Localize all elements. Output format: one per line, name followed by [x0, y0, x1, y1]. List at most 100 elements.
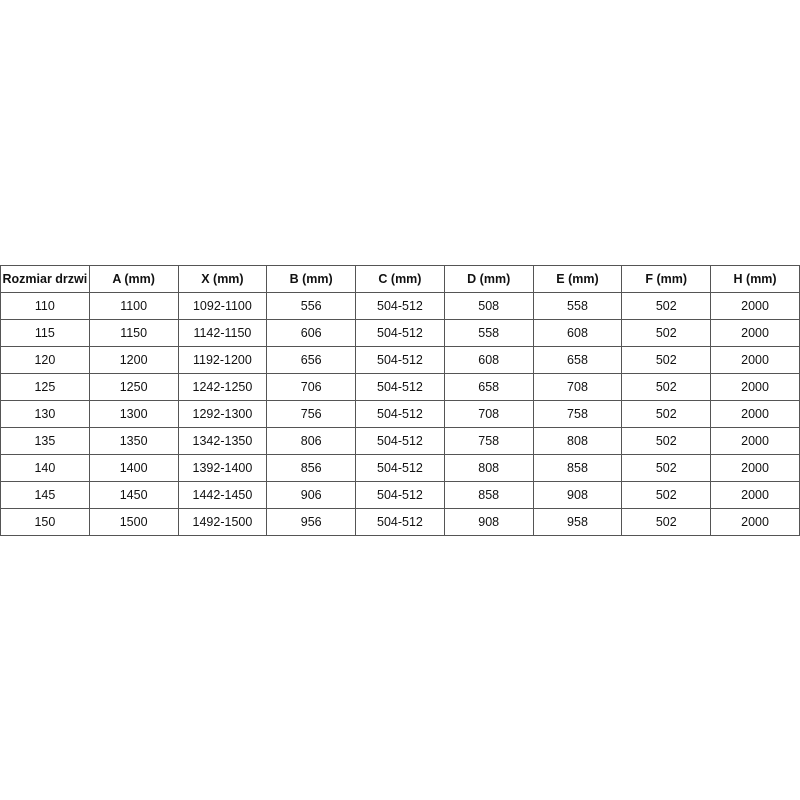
- table-cell: 1192-1200: [177, 346, 268, 374]
- table-cell: 606: [266, 319, 357, 347]
- table-cell: 556: [266, 292, 357, 320]
- table-cell: 558: [532, 292, 623, 320]
- table-cell: 504-512: [355, 427, 445, 455]
- column-header: H (mm): [710, 265, 800, 293]
- table-cell: 756: [266, 400, 357, 428]
- table-cell: 2000: [710, 508, 800, 536]
- table-cell: 1250: [88, 373, 179, 401]
- table-cell: 856: [266, 454, 357, 482]
- table-cell: 656: [266, 346, 357, 374]
- table-cell: 1142-1150: [177, 319, 268, 347]
- table-cell: 1092-1100: [177, 292, 268, 320]
- table-cell: 808: [532, 427, 623, 455]
- table-cell: 858: [443, 481, 534, 509]
- table-cell: 502: [621, 373, 712, 401]
- table-cell: 115: [0, 319, 90, 347]
- table-cell: 758: [532, 400, 623, 428]
- table-cell: 1200: [88, 346, 179, 374]
- table-cell: 1150: [88, 319, 179, 347]
- table-cell: 504-512: [355, 400, 445, 428]
- table-cell: 502: [621, 481, 712, 509]
- table-cell: 1342-1350: [177, 427, 268, 455]
- table-cell: 1350: [88, 427, 179, 455]
- table-cell: 708: [443, 400, 534, 428]
- table-cell: 502: [621, 508, 712, 536]
- table-cell: 608: [532, 319, 623, 347]
- table-cell: 1442-1450: [177, 481, 268, 509]
- dimensions-table: Rozmiar drzwi A (mm) X (mm) B (mm) C (mm) D (…: [0, 265, 800, 536]
- table-cell: 2000: [710, 346, 800, 374]
- column-header: F (mm): [621, 265, 712, 293]
- table-cell: 958: [532, 508, 623, 536]
- table-cell: 858: [532, 454, 623, 482]
- table-cell: 2000: [710, 454, 800, 482]
- table-cell: 504-512: [355, 508, 445, 536]
- table-cell: 502: [621, 346, 712, 374]
- column-header: B (mm): [266, 265, 357, 293]
- table-cell: 125: [0, 373, 90, 401]
- column-header: Rozmiar drzwi: [0, 265, 90, 293]
- table-row: 135 1350 1342-1350 806 504-512 758 808 502 2000: [0, 427, 800, 455]
- table-cell: 508: [443, 292, 534, 320]
- table-cell: 1292-1300: [177, 400, 268, 428]
- table-cell: 150: [0, 508, 90, 536]
- table-cell: 140: [0, 454, 90, 482]
- table-cell: 706: [266, 373, 357, 401]
- table-row: 120 1200 1192-1200 656 504-512 608 658 502 2000: [0, 346, 800, 374]
- table-cell: 2000: [710, 400, 800, 428]
- table-row: 145 1450 1442-1450 906 504-512 858 908 502 2000: [0, 481, 800, 509]
- table-cell: 1100: [88, 292, 179, 320]
- column-header: X (mm): [177, 265, 268, 293]
- table-cell: 708: [532, 373, 623, 401]
- table-cell: 502: [621, 319, 712, 347]
- table-row: 110 1100 1092-1100 556 504-512 508 558 502 2000: [0, 292, 800, 320]
- table-cell: 110: [0, 292, 90, 320]
- table-cell: 906: [266, 481, 357, 509]
- column-header: A (mm): [88, 265, 179, 293]
- table-cell: 504-512: [355, 346, 445, 374]
- table-cell: 2000: [710, 481, 800, 509]
- table-cell: 504-512: [355, 373, 445, 401]
- table-cell: 1500: [88, 508, 179, 536]
- table-cell: 502: [621, 427, 712, 455]
- table-cell: 135: [0, 427, 90, 455]
- table-cell: 608: [443, 346, 534, 374]
- table-cell: 558: [443, 319, 534, 347]
- table-row: 150 1500 1492-1500 956 504-512 908 958 502 2000: [0, 508, 800, 536]
- column-header: C (mm): [355, 265, 445, 293]
- table-cell: 908: [443, 508, 534, 536]
- table-cell: 120: [0, 346, 90, 374]
- table-cell: 758: [443, 427, 534, 455]
- table-row: 125 1250 1242-1250 706 504-512 658 708 502 2000: [0, 373, 800, 401]
- table-cell: 1492-1500: [177, 508, 268, 536]
- table-cell: 1400: [88, 454, 179, 482]
- table-cell: 504-512: [355, 454, 445, 482]
- table-cell: 130: [0, 400, 90, 428]
- table-cell: 1242-1250: [177, 373, 268, 401]
- table-cell: 658: [532, 346, 623, 374]
- table-row: 140 1400 1392-1400 856 504-512 808 858 502 2000: [0, 454, 800, 482]
- table-row: 115 1150 1142-1150 606 504-512 558 608 502 2000: [0, 319, 800, 347]
- table-cell: 2000: [710, 373, 800, 401]
- table-cell: 502: [621, 400, 712, 428]
- table-cell: 658: [443, 373, 534, 401]
- table-cell: 504-512: [355, 481, 445, 509]
- table-cell: 808: [443, 454, 534, 482]
- table-cell: 1392-1400: [177, 454, 268, 482]
- table-row: 130 1300 1292-1300 756 504-512 708 758 502 2000: [0, 400, 800, 428]
- table-cell: 806: [266, 427, 357, 455]
- column-header: E (mm): [532, 265, 623, 293]
- table-cell: 145: [0, 481, 90, 509]
- table-cell: 504-512: [355, 292, 445, 320]
- column-header: D (mm): [443, 265, 534, 293]
- table-cell: 504-512: [355, 319, 445, 347]
- table-cell: 956: [266, 508, 357, 536]
- table-cell: 1450: [88, 481, 179, 509]
- header-row: Rozmiar drzwi A (mm) X (mm) B (mm) C (mm) D (…: [0, 265, 800, 293]
- table-cell: 1300: [88, 400, 179, 428]
- table-cell: 2000: [710, 319, 800, 347]
- table-cell: 502: [621, 292, 712, 320]
- table-cell: 908: [532, 481, 623, 509]
- table-cell: 2000: [710, 292, 800, 320]
- table-cell: 2000: [710, 427, 800, 455]
